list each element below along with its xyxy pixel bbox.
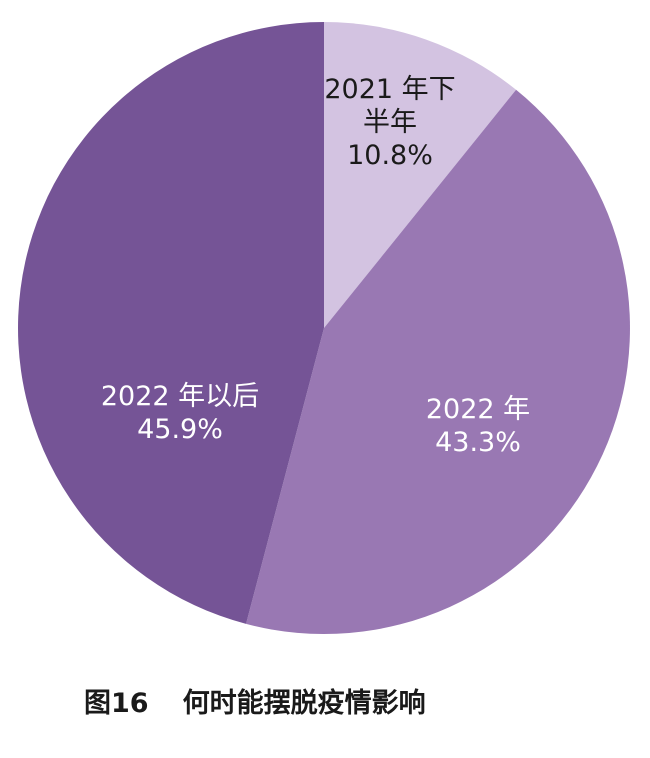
slice-category-label: 2022 年以后: [101, 381, 259, 412]
slice-category-label: 2021 年下: [324, 74, 455, 105]
slice-value-label: 45.9%: [137, 414, 223, 445]
figure-number: 图16: [84, 688, 149, 719]
pie-slice: [246, 89, 630, 634]
pie-slice: [324, 22, 517, 328]
slice-category-label: 2022 年: [426, 394, 530, 425]
figure-caption: 图16 何时能摆脱疫情影响: [84, 681, 426, 720]
pie-slice: [18, 22, 324, 624]
slice-value-label: 10.8%: [347, 140, 433, 171]
slice-value-label: 43.3%: [435, 427, 521, 458]
figure-title: 何时能摆脱疫情影响: [182, 688, 426, 719]
slice-category-label: 半年: [363, 107, 417, 138]
